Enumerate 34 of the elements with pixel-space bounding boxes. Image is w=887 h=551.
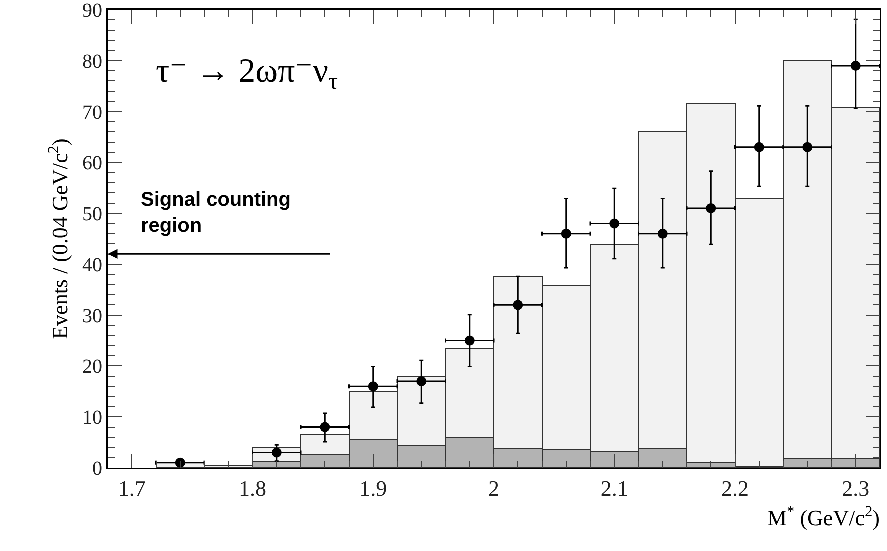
y-tick-label: 90 [82, 0, 102, 22]
point [464, 336, 475, 346]
y-tick-label: 30 [82, 305, 102, 328]
point [754, 142, 764, 152]
point [658, 228, 668, 239]
annotation: τ⁻ → 2ωπ⁻ν$_{τ}$ [156, 53, 338, 96]
y-tick-label: 70 [82, 102, 102, 124]
x-tick-label: 2.2 [722, 476, 749, 501]
x-tick-label: 2 [488, 476, 500, 501]
y-tick-label: 80 [82, 50, 102, 73]
point [416, 376, 427, 386]
x-axis-title: M$^{*}$ (GeV/c$^{2}$) [767, 503, 880, 531]
point [175, 458, 186, 468]
point [368, 382, 378, 392]
x-tick-label: 1.8 [239, 476, 266, 501]
point [610, 218, 620, 229]
point [272, 448, 282, 458]
x-tick-label: 1.7 [118, 476, 146, 501]
point [706, 203, 716, 214]
y-tick-label: 50 [82, 204, 102, 226]
point [802, 142, 813, 152]
x-tick-label: 1.9 [360, 476, 388, 501]
y-tick-label: 20 [82, 356, 102, 378]
point [561, 228, 572, 239]
x-tick-label: 2.1 [600, 476, 628, 501]
y-tick-label: 0 [92, 458, 102, 480]
annotation: Signal counting region [141, 189, 291, 237]
y-tick-label: 60 [82, 152, 102, 175]
point [850, 60, 861, 71]
point [513, 300, 524, 310]
point [320, 422, 330, 432]
x-tick-label: 2.3 [842, 476, 870, 501]
y-tick-label: 10 [82, 407, 102, 430]
y-tick-label: 40 [82, 254, 102, 276]
